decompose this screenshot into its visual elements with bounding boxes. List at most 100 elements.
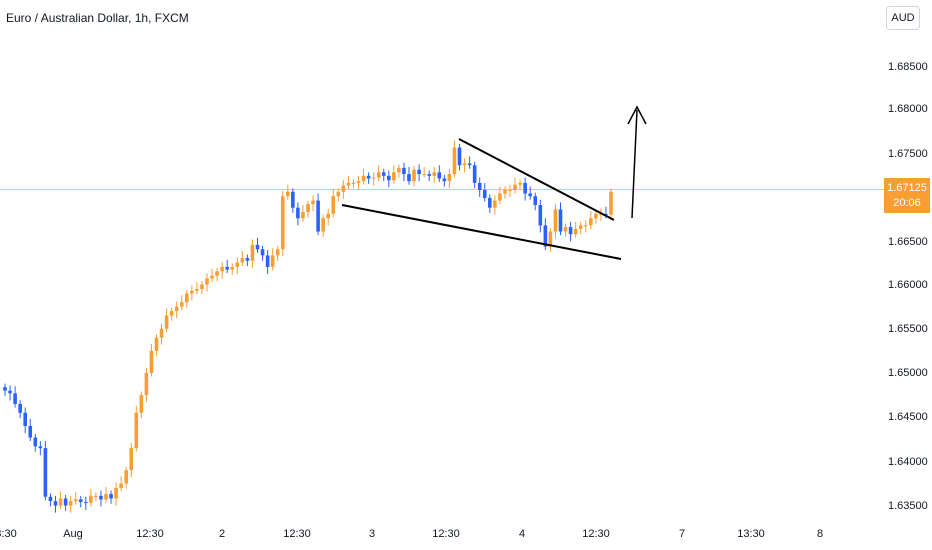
candle-body [371, 177, 376, 179]
candle-body [13, 393, 17, 404]
candle-body [326, 213, 330, 219]
candle-body [432, 172, 437, 176]
x-tick-label: 13:30 [737, 528, 765, 540]
candle-body [306, 204, 310, 213]
x-tick-label: 2 [218, 528, 226, 540]
candle-body [594, 213, 598, 219]
candle-body [518, 182, 522, 185]
candle-body [467, 163, 472, 166]
candle-body [589, 218, 593, 226]
candle-body [235, 262, 240, 267]
candle-body [356, 181, 361, 183]
candle-body [548, 231, 553, 247]
candle-body [270, 255, 275, 267]
candle-body [361, 175, 366, 182]
candle-body [417, 169, 421, 175]
candle-body [583, 225, 588, 227]
candle-body [568, 227, 573, 235]
candle-body [78, 499, 83, 503]
candle-body [427, 174, 431, 176]
candle-body [245, 258, 250, 261]
candle-body [260, 249, 265, 256]
candle-body [543, 225, 548, 247]
candle-body [482, 189, 487, 198]
candle-body [462, 163, 467, 166]
current-price-value: 1.67125 [887, 182, 927, 194]
candle-body [149, 350, 154, 373]
upper-trendline [458, 138, 615, 221]
x-tick-label: 4 [518, 528, 526, 540]
x-tick-label: 8 [816, 528, 824, 540]
y-tick-label: 1.68500 [888, 61, 928, 73]
candle-body [179, 302, 184, 307]
candle-body [220, 266, 224, 272]
candle-body [437, 172, 442, 179]
candle-body [563, 227, 568, 232]
candle-body [210, 275, 214, 279]
candle-body [508, 189, 512, 191]
candle-body [291, 191, 295, 208]
candle-body [200, 284, 204, 289]
currency-button[interactable]: AUD [886, 6, 920, 30]
candle-body [331, 196, 336, 214]
candle-body [366, 175, 371, 179]
candle-body [392, 172, 396, 181]
x-tick-label: 12:30 [582, 528, 610, 540]
candle-body [341, 185, 346, 192]
chart-title: Euro / Australian Dollar, 1h, FXCM [6, 11, 189, 25]
candle-body [402, 167, 406, 175]
candle-body [286, 191, 290, 197]
breakout-arrow-head [627, 105, 647, 125]
y-tick-label: 1.66500 [888, 236, 928, 248]
breakout-arrow-shaft [631, 109, 638, 219]
candle-body [573, 228, 578, 235]
candle-body [215, 271, 219, 276]
candle-body [63, 498, 68, 506]
candle-body [280, 196, 285, 250]
candle-body [321, 218, 325, 232]
candle-body [119, 483, 123, 488]
candle-body [139, 395, 144, 413]
candle-body [185, 293, 189, 303]
candle-body [18, 403, 22, 413]
candle-body [412, 169, 416, 182]
candle-body [311, 200, 315, 205]
candle-body [169, 311, 174, 316]
candle-body [205, 278, 209, 285]
candle-body [33, 437, 38, 447]
candle-body [104, 494, 108, 500]
candle-body [296, 207, 300, 219]
y-tick-label: 1.67500 [888, 148, 928, 160]
candle-body [195, 289, 199, 291]
candle-body [346, 182, 351, 186]
candle-body [553, 209, 558, 232]
candle-body [351, 182, 356, 184]
candle-body [23, 412, 27, 427]
candle-body [250, 244, 255, 261]
candle-body [452, 147, 457, 175]
candle-body [94, 495, 98, 497]
candle-body [114, 487, 118, 499]
candle-body [275, 249, 280, 256]
candle-body [528, 193, 532, 197]
candle-body [533, 196, 538, 206]
candle-body [3, 387, 7, 391]
candle-body [154, 337, 159, 351]
bar-countdown: 20:06 [893, 197, 921, 209]
candle-body [422, 174, 426, 176]
candle-body [8, 390, 12, 394]
candle-body [558, 209, 563, 232]
candle-body [609, 191, 613, 215]
candle-body [301, 212, 305, 219]
candle-body [538, 205, 543, 226]
candle-body [442, 178, 447, 182]
y-tick-label: 1.68000 [888, 103, 928, 115]
candle-body [89, 495, 93, 503]
candle-body [73, 499, 78, 502]
y-tick-label: 1.64500 [888, 411, 928, 423]
y-tick-label: 1.63500 [888, 500, 928, 512]
candle-body [174, 306, 179, 312]
candle-body [144, 372, 149, 396]
